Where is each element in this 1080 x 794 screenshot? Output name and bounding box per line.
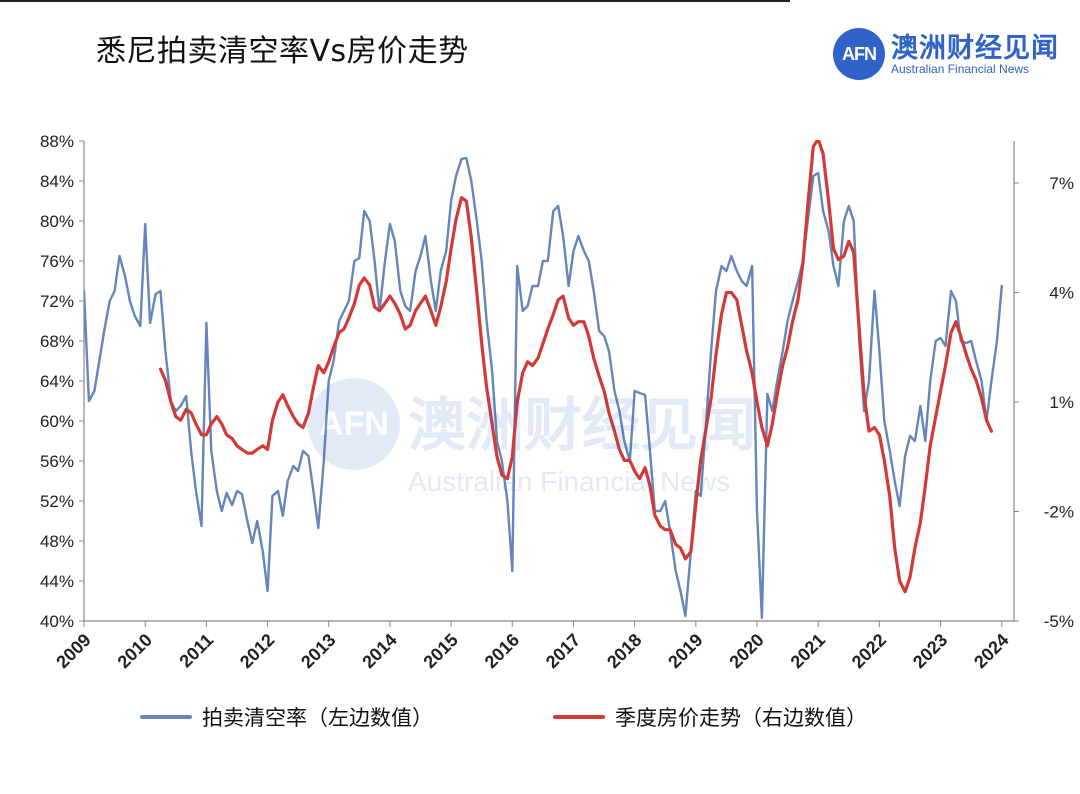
x-tick-label: 2019 bbox=[664, 630, 706, 672]
clearance-rate-line bbox=[84, 156, 1003, 620]
legend-swatch-price bbox=[553, 715, 605, 719]
y-right-tick-label: 1% bbox=[1049, 393, 1074, 412]
legend-label-price: 季度房价走势（右边数值） bbox=[615, 706, 867, 730]
y-left-tick-label: 88% bbox=[40, 132, 74, 151]
legend-item-price: 季度房价走势（右边数值） bbox=[553, 702, 867, 732]
logo-english-name: Australian Financial News bbox=[891, 62, 1030, 76]
y-left-tick-label: 56% bbox=[40, 452, 74, 471]
legend-swatch-clearance bbox=[140, 715, 192, 719]
y-left-tick-label: 52% bbox=[40, 492, 74, 511]
top-rule bbox=[0, 0, 790, 2]
x-tick-label: 2016 bbox=[481, 630, 523, 672]
y-left-tick-label: 68% bbox=[40, 332, 74, 351]
y-right-tick-label: 7% bbox=[1049, 174, 1074, 193]
y-left-tick-label: 72% bbox=[40, 292, 74, 311]
legend-label-clearance: 拍卖清空率（左边数值） bbox=[202, 706, 433, 730]
x-tick-label: 2012 bbox=[236, 630, 278, 672]
x-tick-label: 2018 bbox=[603, 630, 645, 672]
y-left-tick-label: 48% bbox=[40, 532, 74, 551]
chart-title: 悉尼拍卖清空率Vs房价走势 bbox=[96, 34, 469, 69]
afn-logo: AFN 澳洲财经见闻 Australian Financial News bbox=[833, 22, 1073, 82]
x-tick-label: 2024 bbox=[970, 630, 1012, 672]
x-tick-label: 2011 bbox=[175, 630, 217, 672]
x-tick-label: 2020 bbox=[725, 630, 767, 672]
y-left-tick-label: 40% bbox=[40, 612, 74, 631]
y-right-tick-label: 4% bbox=[1049, 283, 1074, 302]
x-tick-label: 2009 bbox=[52, 630, 94, 672]
x-tick-label: 2022 bbox=[848, 630, 890, 672]
y-left-tick-label: 60% bbox=[40, 412, 74, 431]
y-left-tick-label: 76% bbox=[40, 252, 74, 271]
x-tick-label: 2023 bbox=[909, 630, 951, 672]
y-right-tick-label: -2% bbox=[1044, 502, 1074, 521]
y-left-tick-label: 80% bbox=[40, 212, 74, 231]
x-tick-label: 2021 bbox=[787, 630, 829, 672]
x-tick-label: 2013 bbox=[297, 630, 339, 672]
logo-chinese-name: 澳洲财经见闻 bbox=[891, 33, 1059, 64]
y-left-tick-label: 84% bbox=[40, 172, 74, 191]
x-tick-label: 2010 bbox=[114, 630, 156, 672]
afn-logo-mark: AFN bbox=[833, 28, 885, 80]
x-tick-label: 2014 bbox=[358, 630, 400, 672]
y-left-tick-label: 44% bbox=[40, 572, 74, 591]
y-left-tick-label: 64% bbox=[40, 372, 74, 391]
x-tick-label: 2017 bbox=[542, 630, 584, 672]
y-right-tick-label: -5% bbox=[1044, 612, 1074, 631]
x-tick-label: 2015 bbox=[419, 630, 461, 672]
house-price-line bbox=[158, 140, 993, 594]
legend-item-clearance: 拍卖清空率（左边数值） bbox=[140, 702, 433, 732]
